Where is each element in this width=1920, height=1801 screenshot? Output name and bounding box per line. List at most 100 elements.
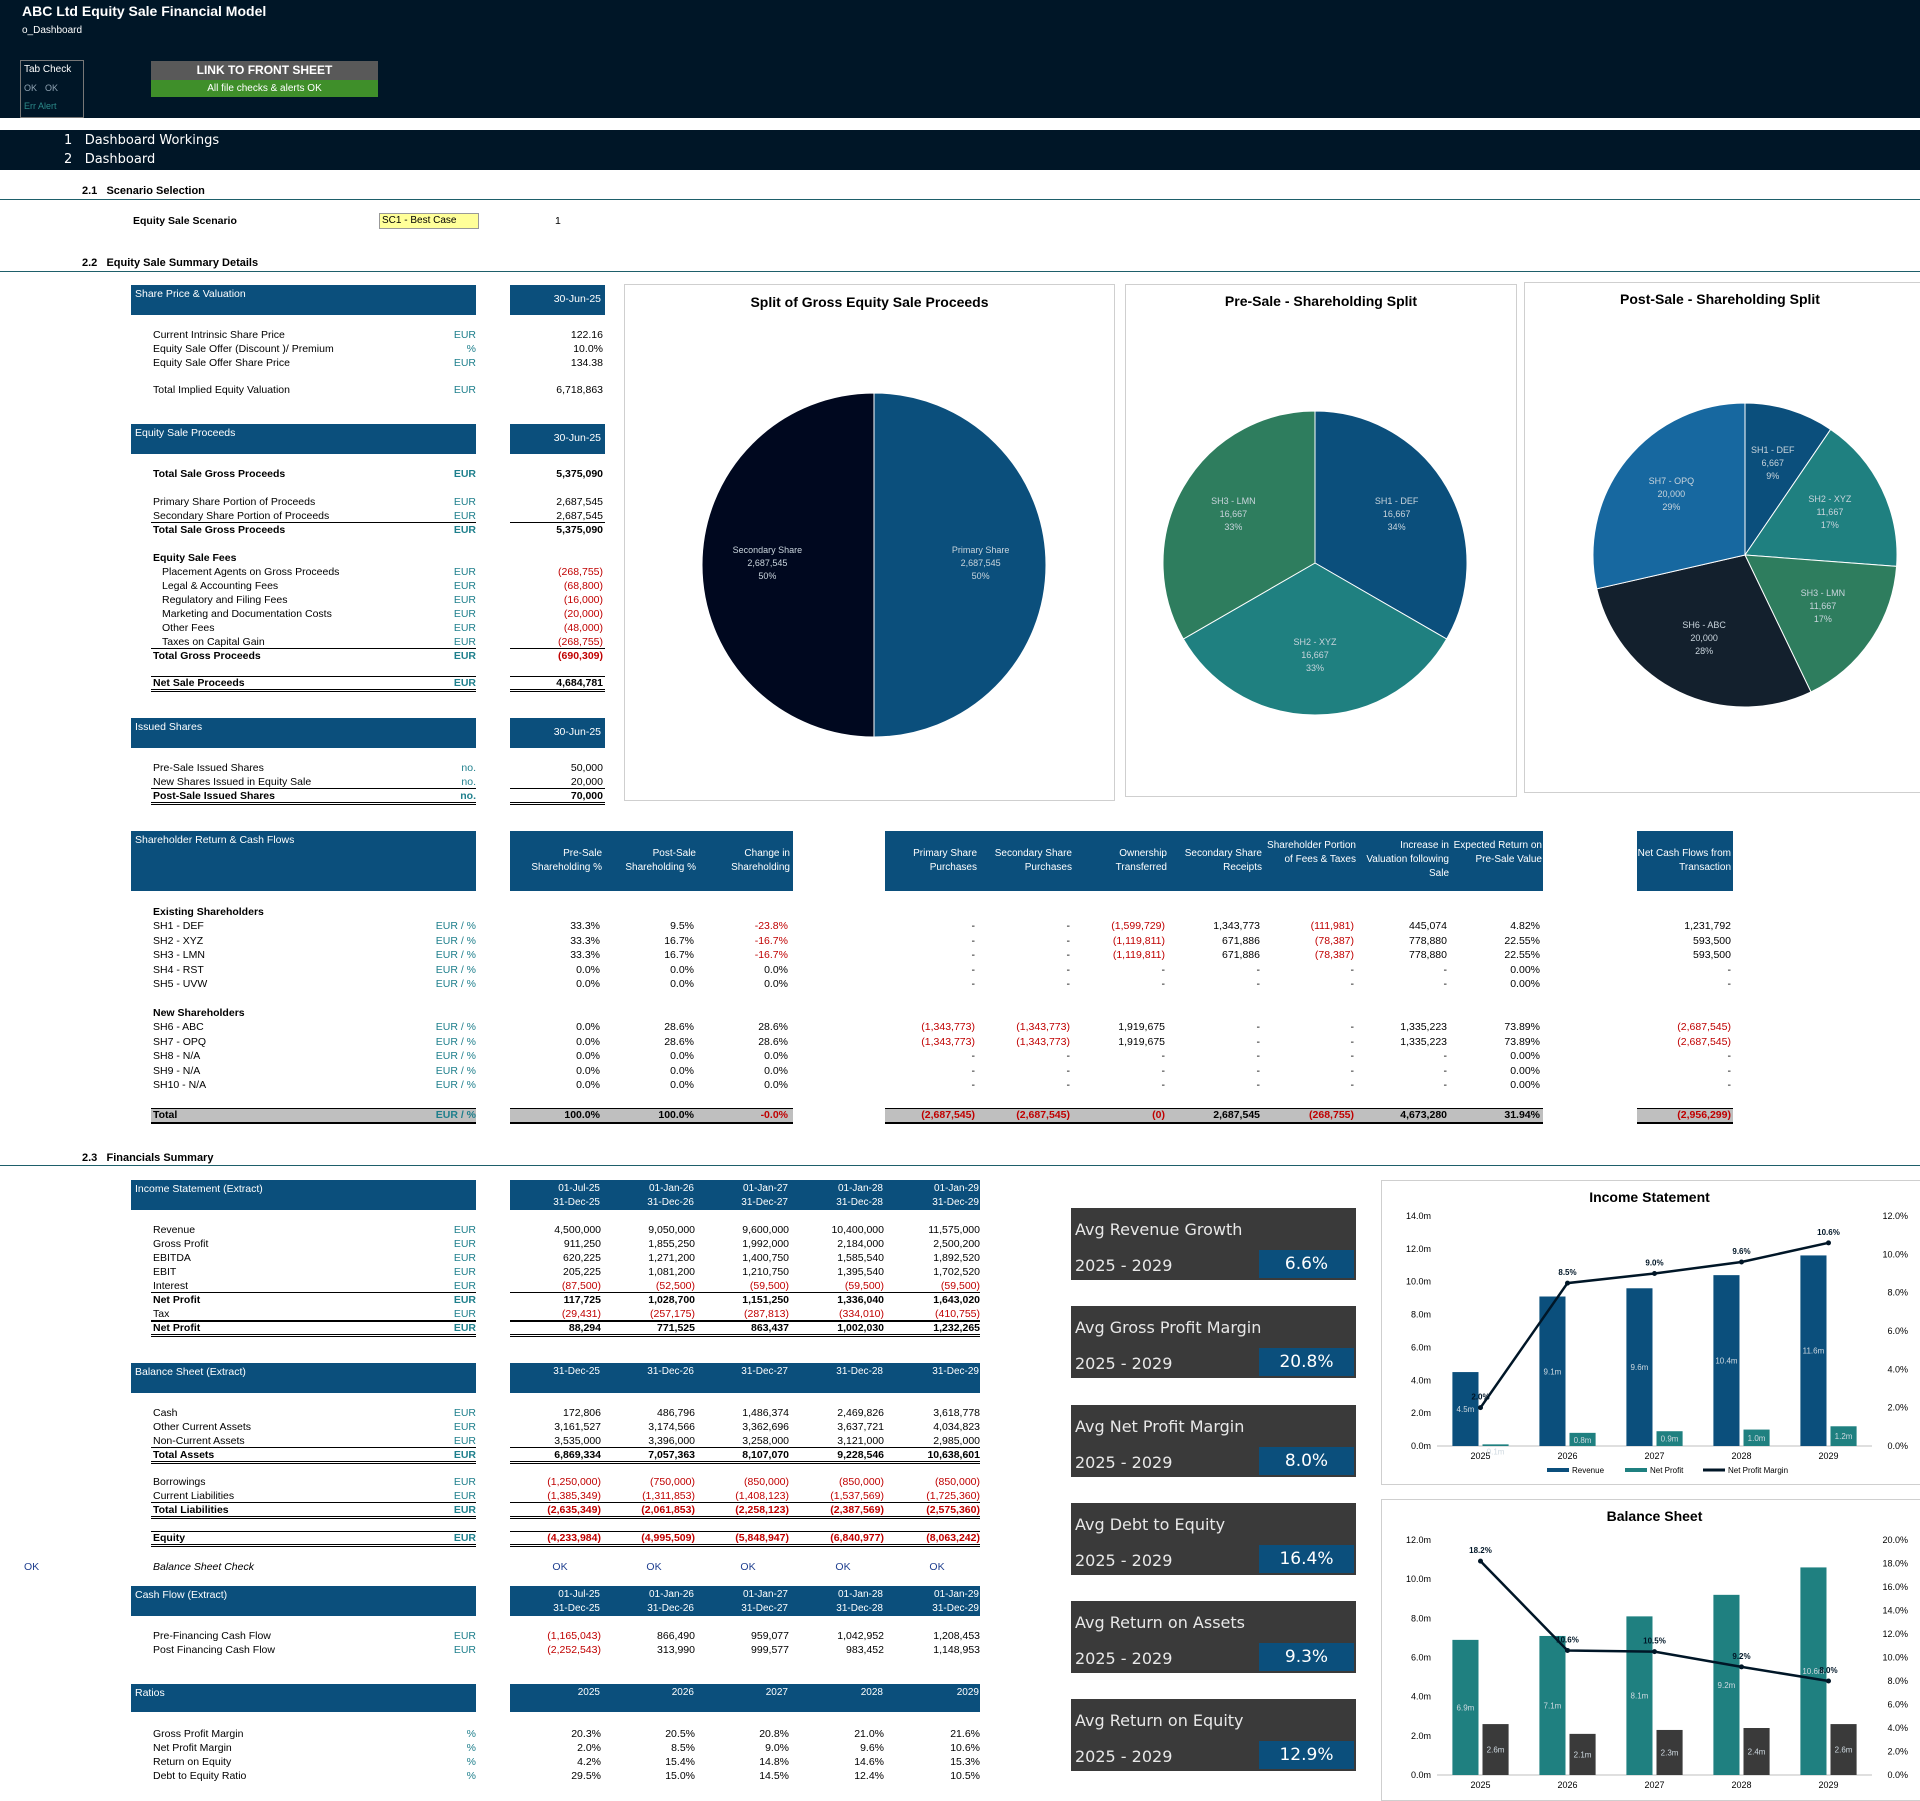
cashflow-value: - xyxy=(971,978,976,990)
new-shareholders-heading: New Shareholders xyxy=(153,1007,245,1019)
cashflow-value: (78,387) xyxy=(1314,949,1354,961)
pie-slice-label: 11,667 xyxy=(1809,601,1836,611)
y2-axis-tick-label: 0.0% xyxy=(1887,1770,1908,1780)
fees-heading: Equity Sale Fees xyxy=(153,552,237,564)
period-end: 31-Dec-28 xyxy=(836,1366,883,1377)
cashflow-value: (1,119,811) xyxy=(1112,934,1165,947)
kpi-title: Avg Revenue Growth xyxy=(1075,1220,1243,1239)
row-label: Equity Sale Offer (Discount )/ Premium xyxy=(153,343,334,355)
row-value: 15.3% xyxy=(950,1756,980,1768)
row-label: Other Current Assets xyxy=(153,1421,252,1433)
cashflow-value: 0.00% xyxy=(1510,1079,1540,1091)
chart-title: Split of Gross Equity Sale Proceeds xyxy=(750,294,989,310)
row-value: 122.16 xyxy=(570,329,603,341)
period-end: 31-Dec-27 xyxy=(741,1366,788,1377)
row-value: 21.6% xyxy=(950,1728,980,1740)
row-value: 4,500,000 xyxy=(554,1224,601,1236)
row-unit: EUR xyxy=(453,510,476,522)
bar-data-label: 8.1m xyxy=(1631,1692,1649,1701)
shareholder-name: SH2 - XYZ xyxy=(153,934,204,947)
shareholder-name: SH4 - RST xyxy=(153,963,204,976)
row-label: Interest xyxy=(153,1280,189,1292)
row-value: (750,000) xyxy=(650,1476,695,1488)
shareholding-value: 28.6% xyxy=(758,1021,788,1033)
row-value: (6,840,977) xyxy=(830,1532,884,1544)
shareholding-value: 0.0% xyxy=(670,1050,694,1062)
cashflow-value: - xyxy=(1161,1079,1166,1091)
column-heading: Pre-Sale Shareholding % xyxy=(531,848,602,873)
cashflow-value: - xyxy=(1350,1021,1355,1033)
cashflow-value: - xyxy=(1350,963,1355,976)
column-heading: Secondary Share Receipts xyxy=(1184,848,1262,873)
tab-check-box: Tab Check OK OK Err Alert xyxy=(20,60,84,118)
row-label: EBIT xyxy=(153,1266,177,1278)
row-label: Pre-Sale Issued Shares xyxy=(153,762,264,774)
column-heading: Primary Share Purchases xyxy=(913,848,977,873)
cashflow-value: 73.89% xyxy=(1504,1035,1540,1048)
kpi-tile: Avg Return on Equity 2025 - 2029 12.9% xyxy=(1071,1699,1356,1771)
x-axis-tick-label: 2026 xyxy=(1557,1451,1577,1461)
column-heading: Post-Sale Shareholding % xyxy=(625,848,696,873)
row-value: 983,452 xyxy=(846,1644,884,1656)
row-label: Total Assets xyxy=(153,1449,215,1461)
nav-num-1: 1 xyxy=(64,133,73,148)
underline xyxy=(151,1516,476,1519)
line-data-label: 10.6% xyxy=(1556,1635,1579,1644)
y2-axis-tick-label: 16.0% xyxy=(1882,1582,1908,1592)
pie-slice-sh1-def xyxy=(1744,402,1832,557)
pie-slice-label: 20,000 xyxy=(1690,633,1718,643)
bar-data-label: 9.6m xyxy=(1631,1363,1649,1372)
row-unit: EUR xyxy=(453,1504,476,1516)
row-value: 8.5% xyxy=(671,1742,695,1754)
row-value: (2,387,569) xyxy=(830,1504,884,1516)
shareholding-value: 28.6% xyxy=(664,1035,694,1048)
nav-item-dashboard-workings[interactable]: 1 Dashboard Workings xyxy=(64,133,219,148)
y2-axis-tick-label: 10.0% xyxy=(1882,1249,1908,1259)
row-unit: EUR xyxy=(453,1280,476,1292)
legend-label: Net Profit Margin xyxy=(1728,1466,1788,1475)
row-unit: EUR xyxy=(453,580,476,592)
underline xyxy=(510,1447,980,1448)
underline xyxy=(151,1502,476,1503)
bar-data-label: 2.3m xyxy=(1661,1748,1679,1757)
row-unit: EUR xyxy=(453,1322,476,1334)
scenario-select[interactable]: SC1 - Best Case xyxy=(379,213,479,229)
chart-title: Pre-Sale - Shareholding Split xyxy=(1224,293,1418,309)
bar-data-label: 10.6m xyxy=(1802,1667,1825,1676)
line-point xyxy=(1652,1271,1657,1276)
shareholder-name: SH1 - DEF xyxy=(153,920,204,932)
underline xyxy=(510,1321,980,1322)
line-data-label: 8.5% xyxy=(1558,1268,1576,1277)
column-heading: Shareholder Portion of Fees & Taxes xyxy=(1267,840,1356,865)
shareholding-value: -23.8% xyxy=(754,920,788,932)
underline xyxy=(151,1531,476,1532)
row-unit: EUR / % xyxy=(435,1050,476,1062)
row-label: Total Sale Gross Proceeds xyxy=(153,524,286,536)
row-value: (1,165,043) xyxy=(547,1630,601,1642)
row-value: (48,000) xyxy=(563,622,603,634)
period-start: 01-Jul-25 xyxy=(558,1589,600,1600)
link-front-sheet-button[interactable]: LINK TO FRONT SHEET xyxy=(151,61,378,80)
nav-item-dashboard[interactable]: 2 Dashboard xyxy=(64,152,155,167)
row-value: 14.6% xyxy=(854,1756,884,1768)
y-axis-tick-label: 8.0m xyxy=(1411,1310,1431,1320)
underline xyxy=(151,788,476,789)
cashflow-value: 1,343,773 xyxy=(1213,920,1260,932)
row-unit: no. xyxy=(461,776,476,788)
row-value: 20.5% xyxy=(665,1728,695,1740)
cashflow-value: - xyxy=(1256,1050,1261,1062)
row-label: New Shares Issued in Equity Sale xyxy=(153,776,312,788)
row-label: Net Profit Margin xyxy=(153,1742,232,1754)
section-2-2-label: Equity Sale Summary Details xyxy=(106,257,259,269)
underline xyxy=(510,648,605,649)
issued-header: Issued Shares xyxy=(131,718,476,748)
row-value: (2,635,349) xyxy=(547,1504,601,1516)
cashflow-value: (268,755) xyxy=(1309,1109,1354,1121)
bar-data-label: 0.9m xyxy=(1661,1435,1679,1444)
cashflow-value: - xyxy=(1443,1079,1448,1091)
cashflow-value: - xyxy=(1161,978,1166,990)
row-value: 1,855,250 xyxy=(648,1238,695,1250)
row-value: (850,000) xyxy=(935,1476,980,1488)
row-value: 771,525 xyxy=(657,1322,695,1334)
row-value: 1,081,200 xyxy=(648,1266,695,1278)
